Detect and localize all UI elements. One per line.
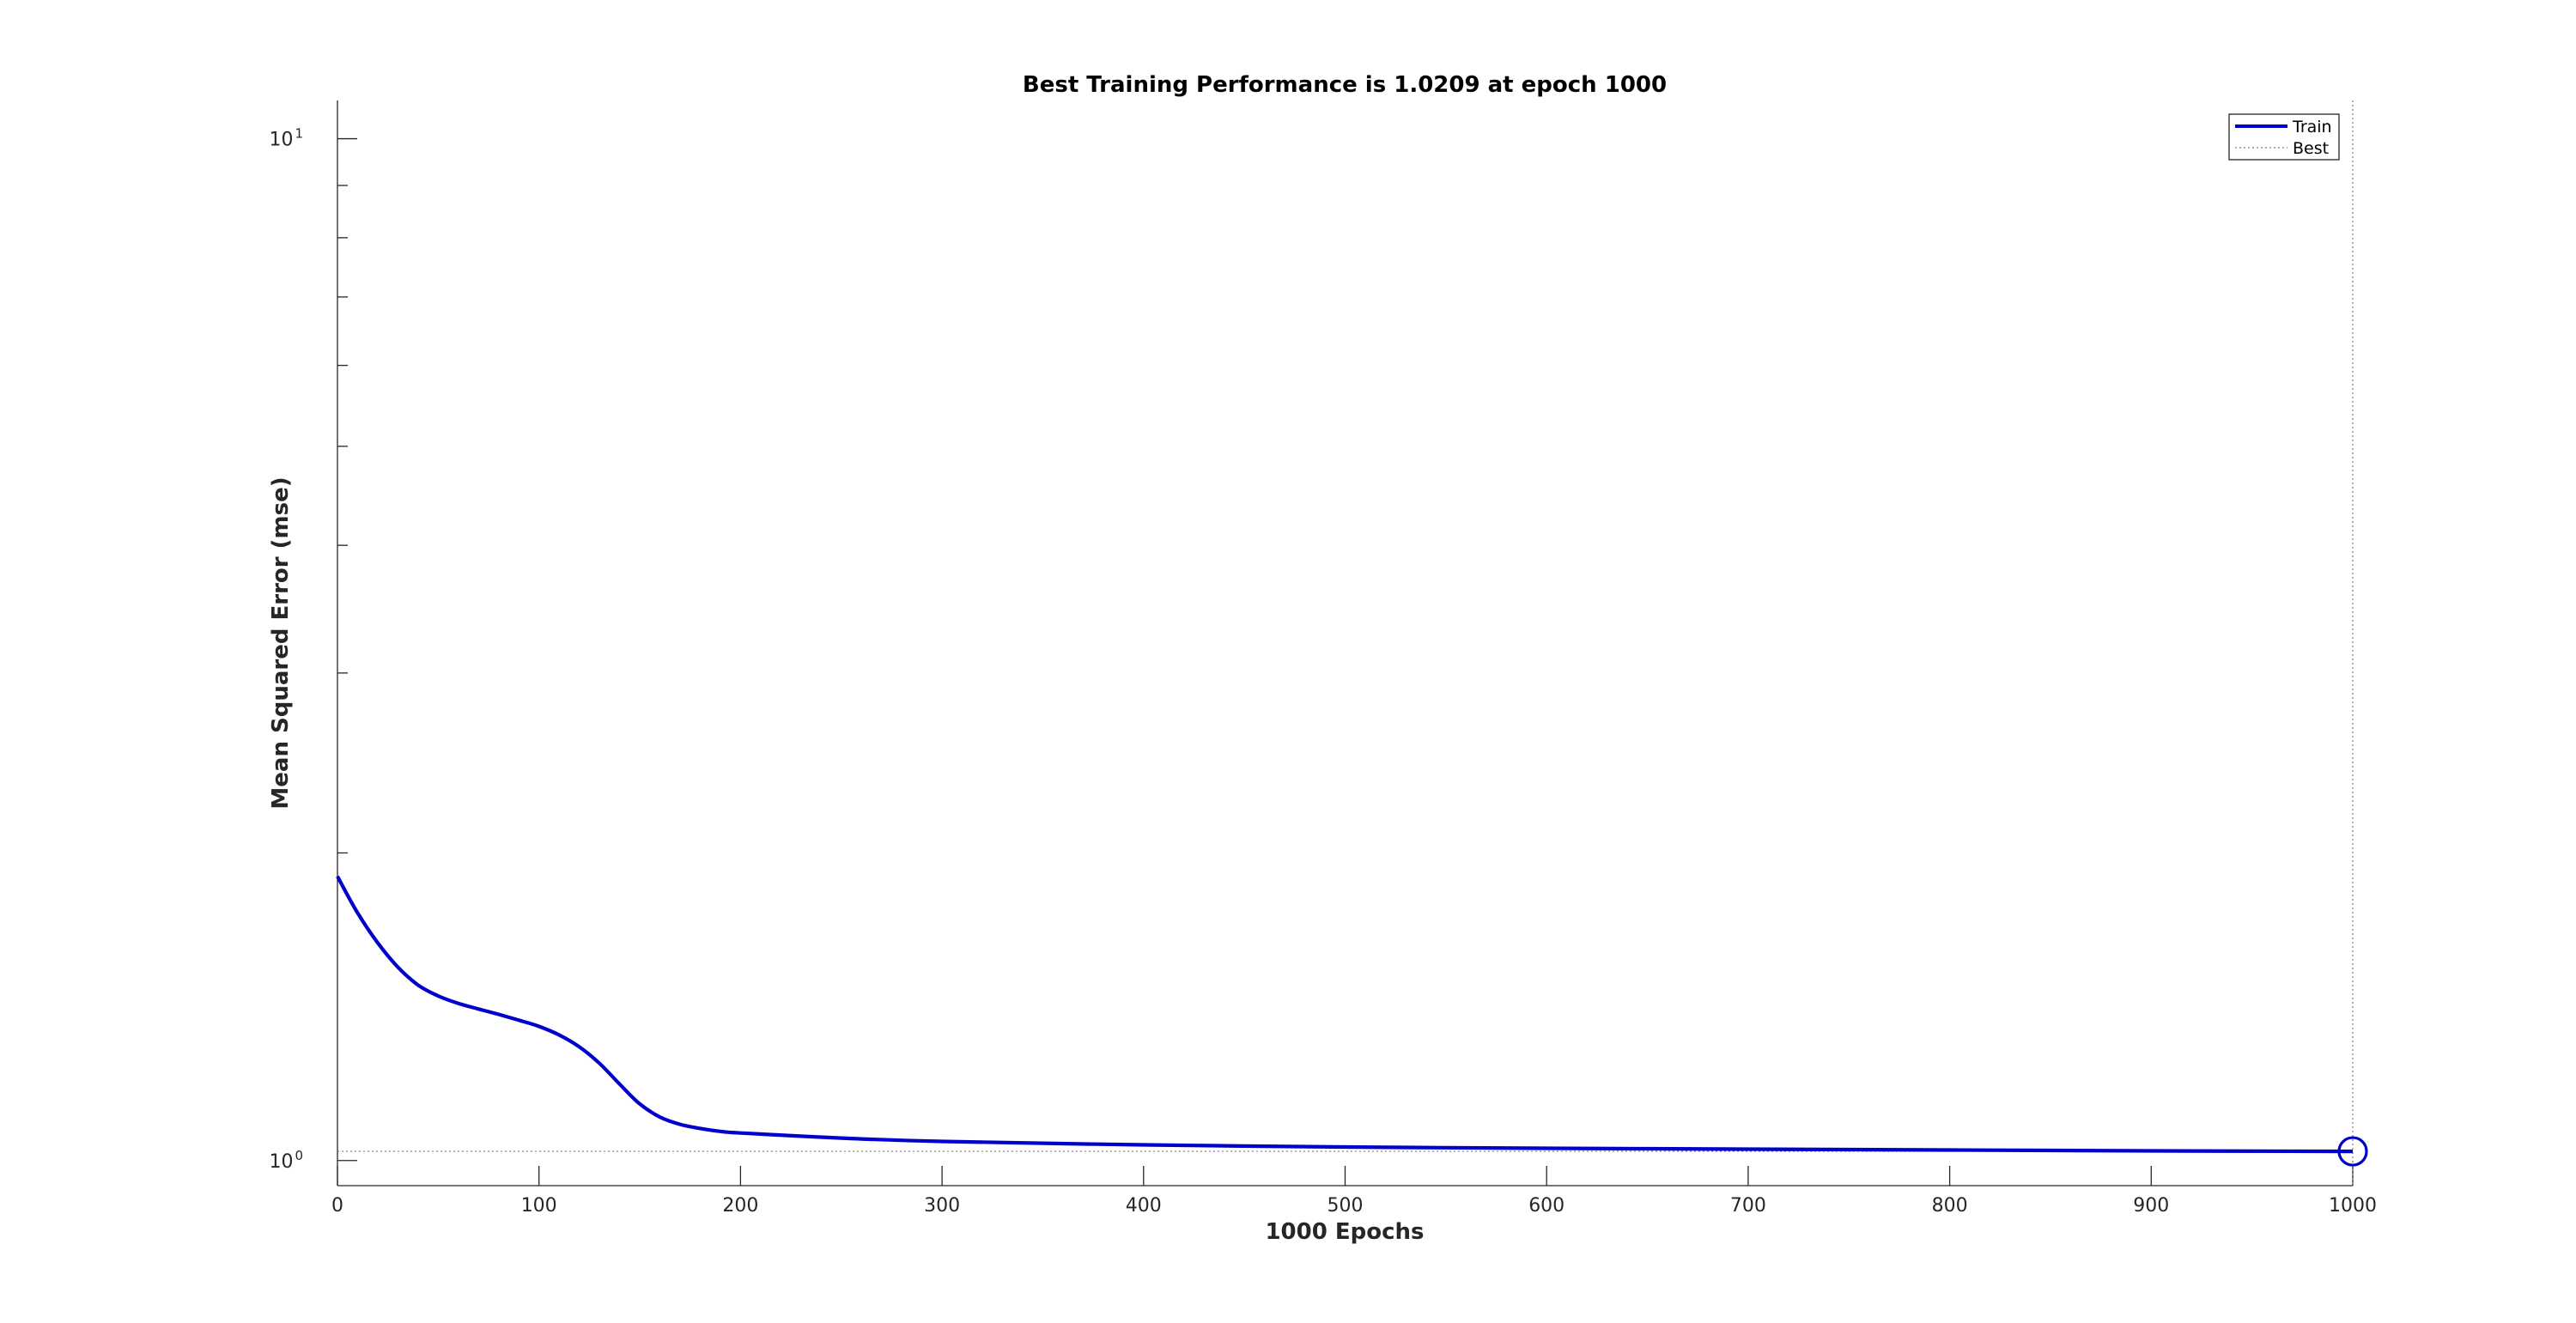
series-group [336, 875, 2368, 1167]
train-series-line [336, 875, 2354, 1154]
x-tick-label: 600 [1528, 1195, 1564, 1217]
x-tick-label: 100 [521, 1195, 557, 1217]
x-tick-label: 400 [1126, 1195, 1162, 1217]
legend-box [2228, 113, 2340, 161]
best-point-marker [2337, 1136, 2368, 1167]
x-tick-label: 0 [331, 1195, 343, 1217]
x-tick-label: 500 [1327, 1195, 1364, 1217]
x-axis-label: 1000 Epochs [1265, 1219, 1424, 1245]
legend: Train Best [2228, 113, 2340, 161]
y-tick-label: 10 0 [269, 1148, 303, 1173]
x-tick-label: 900 [2133, 1195, 2169, 1217]
x-tick-label: 200 [722, 1195, 758, 1217]
chart-title: Best Training Performance is 1.0209 at e… [1023, 72, 1667, 98]
x-tick-label: 1000 [2329, 1195, 2377, 1217]
legend-train-label: Train [2292, 118, 2332, 137]
x-tick-label: 800 [1932, 1195, 1968, 1217]
x-tick-label: 300 [924, 1195, 960, 1217]
axes [337, 100, 2354, 1186]
y-axis-label: Mean Squared Error (mse) [268, 476, 294, 809]
legend-best-label: Best [2293, 139, 2329, 158]
plot-background [337, 100, 2353, 1186]
x-tick-label: 700 [1730, 1195, 1766, 1217]
y-tick-label: 10 1 [269, 126, 303, 151]
